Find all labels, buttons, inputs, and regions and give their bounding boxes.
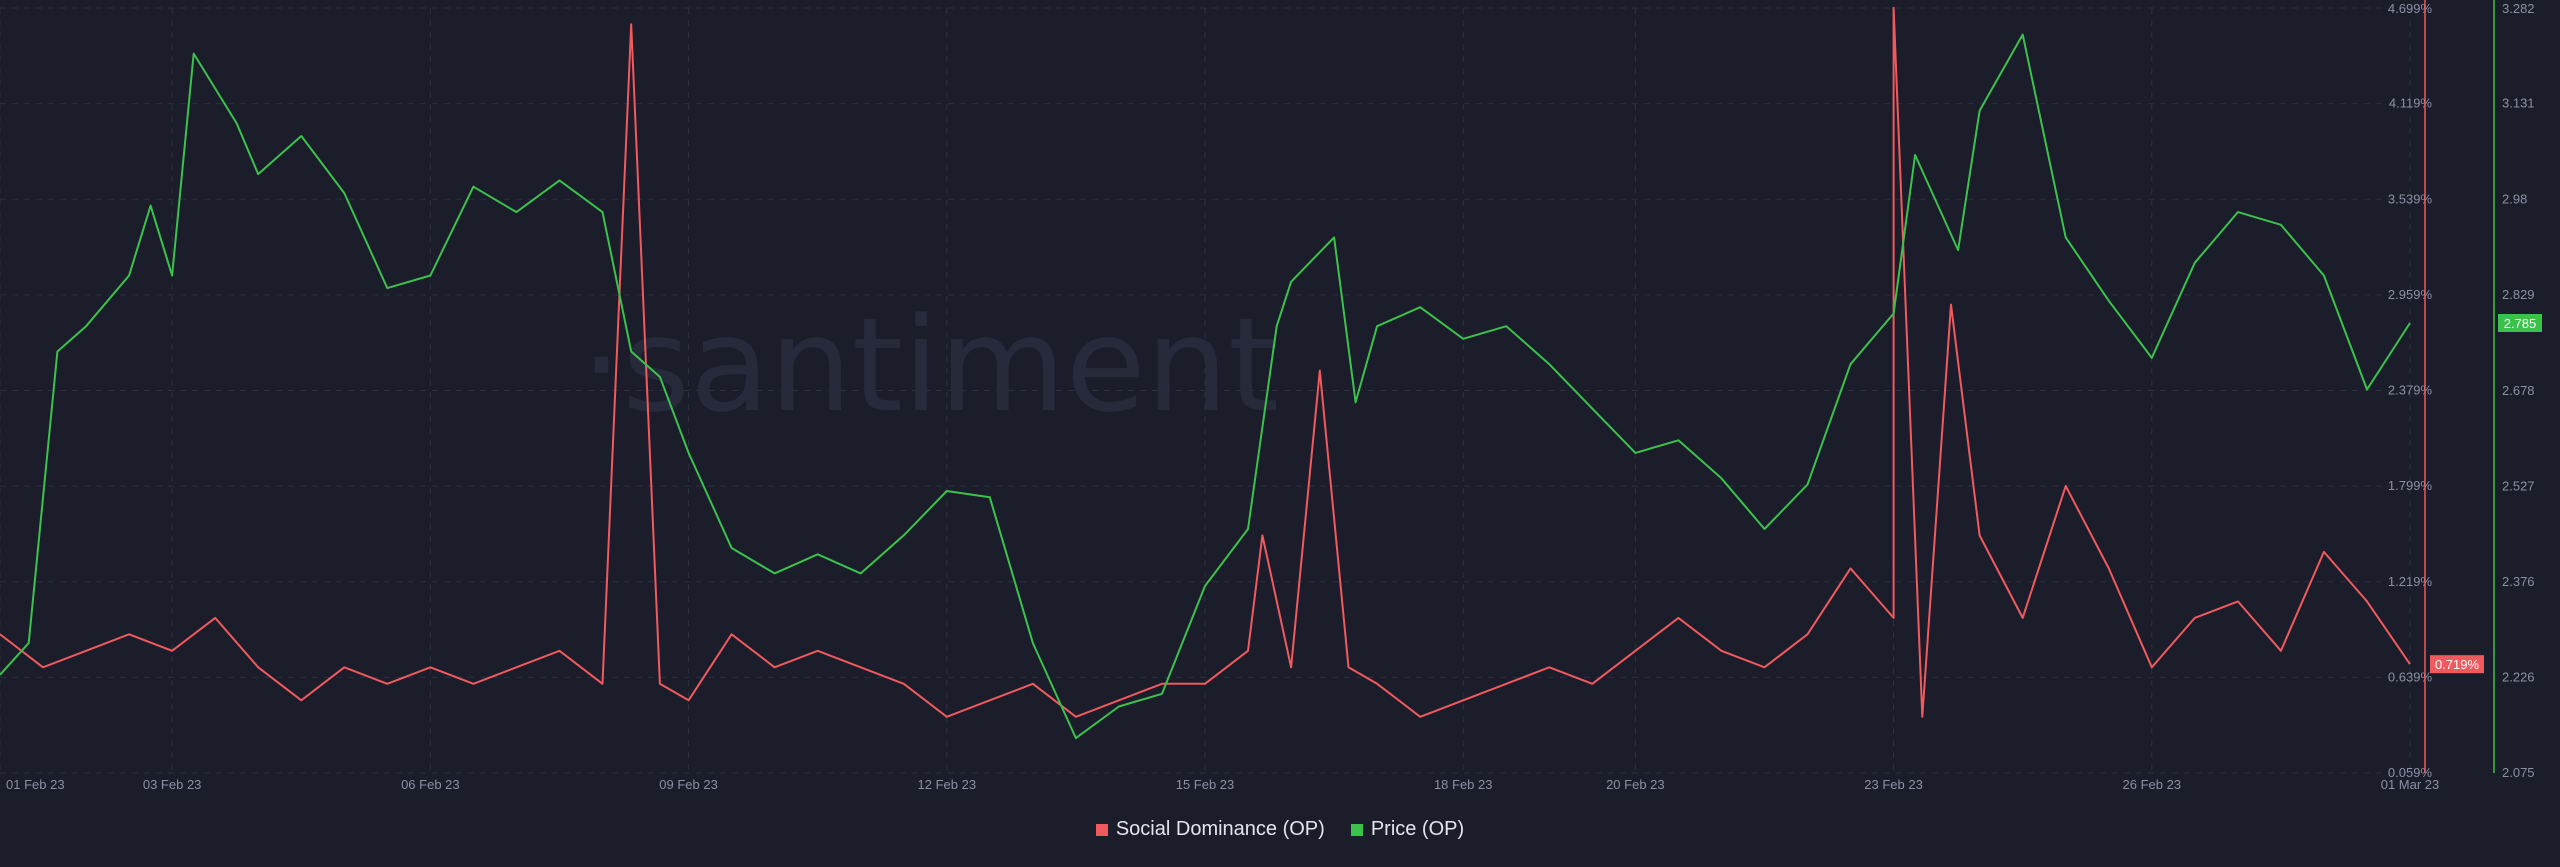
social-dominance-line xyxy=(0,6,2411,718)
x-tick-label: 01 Feb 23 xyxy=(6,777,65,792)
social-current-value: 0.719% xyxy=(2435,657,2480,672)
y-left-tick-label: 1.219% xyxy=(2388,574,2433,589)
legend-item-social-dominance[interactable]: Social Dominance (OP) xyxy=(1095,818,1325,841)
x-tick-label: 18 Feb 23 xyxy=(1434,777,1493,792)
y-right-tick-label: 2.226 xyxy=(2502,669,2535,684)
x-tick-label: 06 Feb 23 xyxy=(401,777,460,792)
y-right-tick-label: 2.678 xyxy=(2502,383,2535,398)
y-left-tick-label: 0.059% xyxy=(2388,765,2433,780)
chart-legend: Social Dominance (OP) Price (OP) xyxy=(0,818,2560,841)
y-left-tick-label: 1.799% xyxy=(2388,478,2433,493)
y-left-tick-label: 0.639% xyxy=(2388,669,2433,684)
y-right-tick-label: 2.376 xyxy=(2502,574,2535,589)
price-current-value: 2.785 xyxy=(2504,316,2537,331)
y-right-tick-label: 3.131 xyxy=(2502,96,2535,111)
y-right-tick-label: 2.98 xyxy=(2502,191,2527,206)
legend-label-social-dominance: Social Dominance (OP) xyxy=(1115,818,1325,840)
y-left-tick-label: 2.959% xyxy=(2388,287,2433,302)
axis-layer: 0.059% 0.639% 1.219% 1.799% 2.379% 2.959% 3.53… xyxy=(6,0,2542,792)
santiment-watermark: ·santiment xyxy=(581,289,1279,441)
series-layer xyxy=(0,6,2411,740)
y-left-tick-label: 4.119% xyxy=(2389,96,2433,111)
social-dominance-swatch xyxy=(1095,823,1108,836)
x-tick-label: 03 Feb 23 xyxy=(143,777,202,792)
y-right-tick-label: 2.829 xyxy=(2502,287,2535,302)
x-tick-label: 26 Feb 23 xyxy=(2123,777,2182,792)
y-right-tick-label: 2.527 xyxy=(2502,479,2535,494)
x-tick-label: 23 Feb 23 xyxy=(1864,777,1923,792)
price-current-badge xyxy=(2498,314,2542,332)
x-tick-label: 01 Mar 23 xyxy=(2381,777,2440,792)
legend-item-price[interactable]: Price (OP) xyxy=(1350,818,1465,841)
y-right-tick-label: 3.282 xyxy=(2502,1,2535,16)
social-current-badge xyxy=(2430,655,2484,674)
price-swatch xyxy=(1350,823,1363,836)
x-tick-label: 20 Feb 23 xyxy=(1606,777,1665,792)
x-tick-label: 15 Feb 23 xyxy=(1176,777,1235,792)
y-right-tick-label: 2.075 xyxy=(2502,765,2535,780)
y-left-tick-label: 4.699% xyxy=(2388,1,2433,16)
x-tick-label: 12 Feb 23 xyxy=(918,777,977,792)
price-line xyxy=(0,33,2411,740)
y-left-tick-label: 2.379% xyxy=(2388,383,2433,398)
y-left-tick-label: 3.539% xyxy=(2388,191,2433,206)
x-tick-label: 09 Feb 23 xyxy=(659,777,718,792)
legend-label-price: Price (OP) xyxy=(1370,818,1465,840)
